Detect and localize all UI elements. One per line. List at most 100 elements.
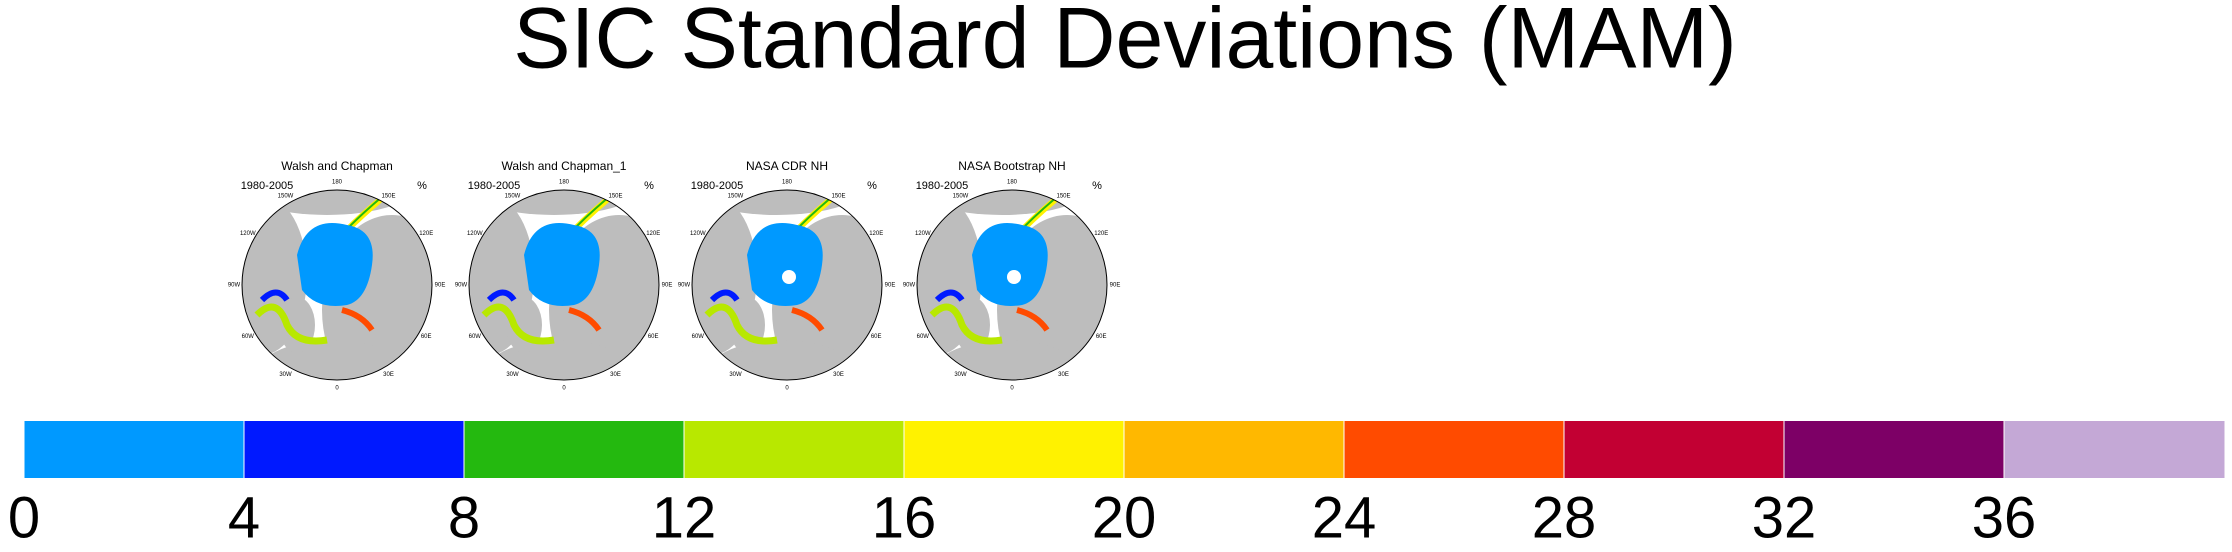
sea-ice-edge <box>1016 307 1050 332</box>
lon-label: 30E <box>1058 372 1069 378</box>
colorbar-tick-label: 4 <box>228 485 260 550</box>
map-panel: Walsh and Chapman_1 1980-2005 % 0 30E 60E 90E 1… <box>455 159 673 392</box>
lon-label: 60W <box>692 334 705 340</box>
colorbar-box <box>464 421 685 478</box>
colorbar-tick-label: 36 <box>1972 485 2037 550</box>
figure-title: SIC Standard Deviations (MAM) <box>513 0 1737 87</box>
lon-label: 120E <box>419 231 433 237</box>
colorbar: 0 4 8 12 16 20 24 28 32 36 <box>8 421 2225 550</box>
sea-ice-edge <box>704 303 778 345</box>
map-border <box>916 189 1108 381</box>
lon-label: 120E <box>1094 231 1108 237</box>
lon-label: 150W <box>953 193 969 199</box>
lon-label: 30W <box>729 372 742 378</box>
lon-label: 30E <box>383 372 394 378</box>
panel-units: % <box>867 180 877 192</box>
colorbar-box <box>1564 421 1785 478</box>
land <box>702 340 862 380</box>
panel-period: 1980-2005 <box>916 180 969 192</box>
panel-period: 1980-2005 <box>691 180 744 192</box>
colorbar-tick-label: 12 <box>652 485 717 550</box>
colorbar-box <box>244 421 465 478</box>
ice <box>524 223 600 306</box>
panel-period: 1980-2005 <box>241 180 294 192</box>
land <box>252 340 412 380</box>
lon-label: 90E <box>435 283 446 289</box>
lon-label: 30W <box>506 372 519 378</box>
colorbar-tick-label: 8 <box>448 485 480 550</box>
colorbar-box <box>684 421 905 478</box>
colorbar-tick-label: 20 <box>1092 485 1157 550</box>
panels: Walsh and Chapman 1980-2005 % 0 30E 60E 90E 120… <box>228 159 1121 392</box>
panel-units: % <box>644 180 654 192</box>
map-content <box>917 190 1107 380</box>
lon-label: 90W <box>678 283 691 289</box>
lon-label: 180 <box>332 180 343 186</box>
lon-label: 90E <box>1110 283 1121 289</box>
sea-ice-edge <box>481 303 555 345</box>
lon-label: 60E <box>1096 334 1107 340</box>
panel-title: Walsh and Chapman <box>281 159 393 173</box>
lon-label: 120W <box>467 231 483 237</box>
lon-label: 120E <box>869 231 883 237</box>
pole-hole <box>1007 270 1021 284</box>
colorbar-tick-label: 32 <box>1752 485 1817 550</box>
ice <box>972 223 1048 306</box>
lon-label: 180 <box>1007 180 1018 186</box>
lon-label: 60W <box>469 334 482 340</box>
lon-label: 60W <box>242 334 255 340</box>
lon-label: 150W <box>505 193 521 199</box>
lon-label: 180 <box>782 180 793 186</box>
ice-edge <box>934 289 965 303</box>
panel-title: NASA Bootstrap NH <box>958 159 1065 173</box>
ice <box>297 223 373 306</box>
ice-edge <box>259 289 290 303</box>
sea-ice-edge <box>929 303 1003 345</box>
lon-label: 90W <box>903 283 916 289</box>
lon-label: 0 <box>785 386 789 392</box>
colorbar-box <box>1784 421 2005 478</box>
ice <box>747 223 823 306</box>
lon-label: 90W <box>228 283 241 289</box>
lon-label: 60E <box>648 334 659 340</box>
sea-ice-edge <box>568 307 602 332</box>
map-border <box>691 189 883 381</box>
lon-label: 90W <box>455 283 468 289</box>
lon-label: 150W <box>278 193 294 199</box>
lon-label: 90E <box>662 283 673 289</box>
lon-label: 90E <box>885 283 896 289</box>
colorbar-tick-label: 16 <box>872 485 937 550</box>
sea-ice-edge <box>791 307 825 332</box>
sea-ice-edge <box>341 307 375 332</box>
lon-label: 150E <box>1056 193 1070 199</box>
panel-title: Walsh and Chapman_1 <box>502 159 627 173</box>
lon-label: 30W <box>954 372 967 378</box>
lon-label: 120W <box>240 231 256 237</box>
ice-edge <box>486 289 517 303</box>
lon-label: 30W <box>279 372 292 378</box>
lon-label: 120W <box>690 231 706 237</box>
colorbar-box <box>24 421 245 478</box>
colorbar-box <box>904 421 1125 478</box>
sea-ice-edge <box>254 303 328 345</box>
lon-label: 0 <box>562 386 566 392</box>
colorbar-box <box>1124 421 1345 478</box>
land <box>927 340 1087 380</box>
lon-label: 120W <box>915 231 931 237</box>
ice-edge <box>709 289 740 303</box>
pole-hole <box>782 270 796 284</box>
colorbar-tick-label: 24 <box>1312 485 1377 550</box>
panel-units: % <box>417 180 427 192</box>
lon-label: 180 <box>559 180 570 186</box>
lon-label: 0 <box>335 386 339 392</box>
panel-title: NASA CDR NH <box>746 159 828 173</box>
colorbar-tick-label: 28 <box>1532 485 1597 550</box>
lon-label: 0 <box>1010 386 1014 392</box>
map-panel: NASA Bootstrap NH 1980-2005 % 0 30E 60E 90E 120… <box>903 159 1121 392</box>
lon-label: 150E <box>381 193 395 199</box>
map-border <box>468 189 660 381</box>
colorbar-tick-label: 0 <box>8 485 40 550</box>
lon-label: 60E <box>871 334 882 340</box>
lon-label: 120E <box>646 231 660 237</box>
